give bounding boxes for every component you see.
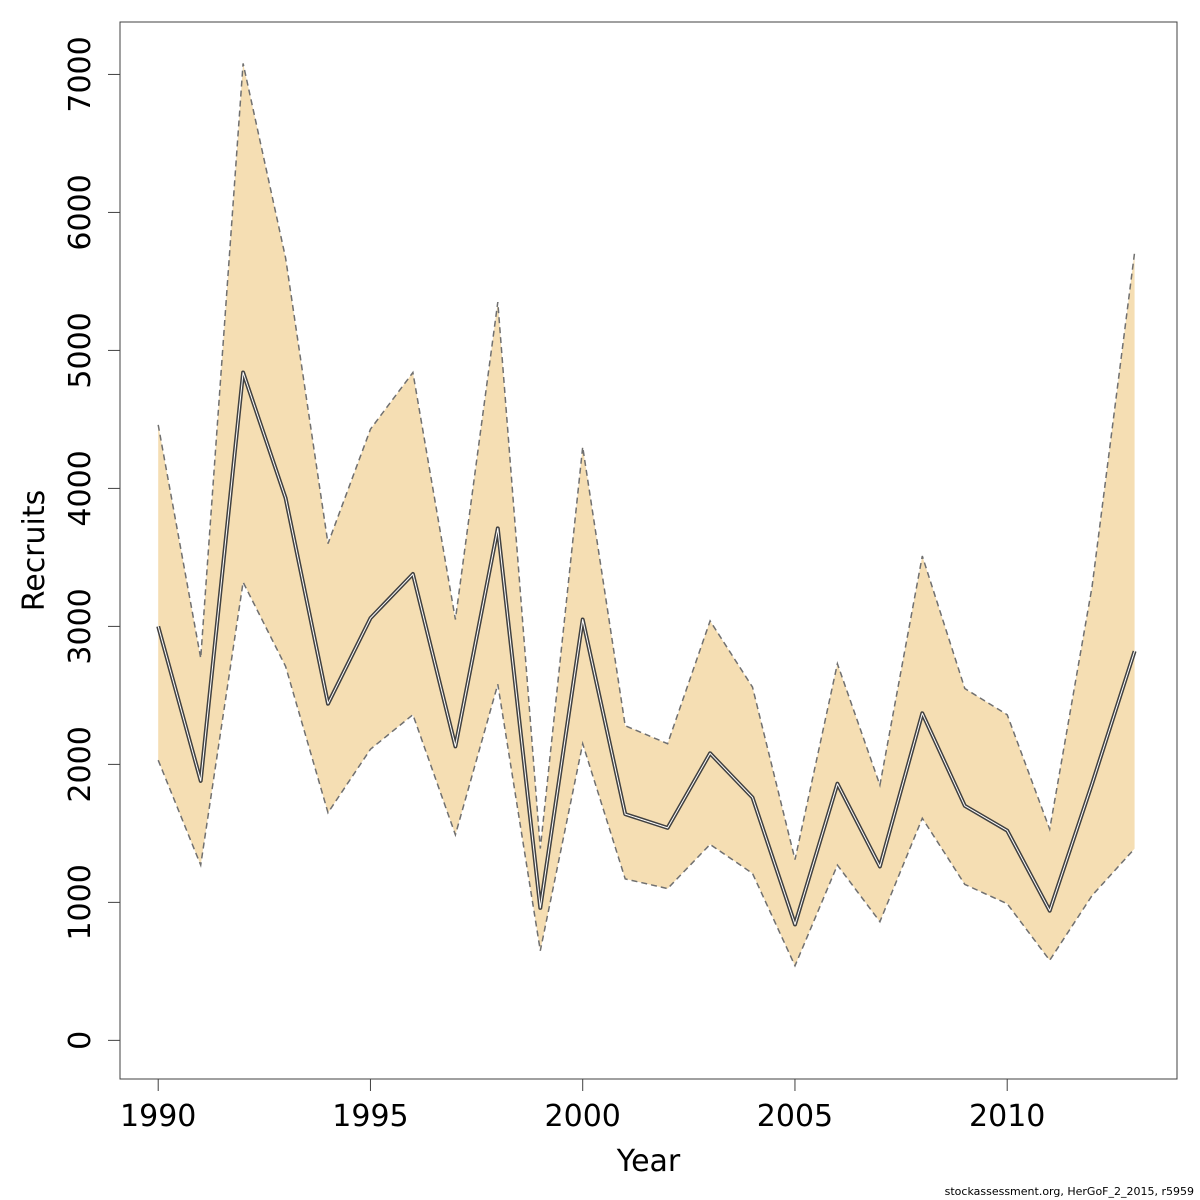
estimate-line-inner xyxy=(157,372,1136,925)
series-layer xyxy=(156,63,1137,968)
y-tick-label: 4000 xyxy=(63,450,98,526)
y-tick-label: 3000 xyxy=(63,588,98,664)
y-tick-label: 6000 xyxy=(63,174,98,250)
x-tick-label: 2010 xyxy=(969,1099,1045,1134)
upper-bound-line xyxy=(157,63,1136,860)
y-tick-label: 2000 xyxy=(63,726,98,802)
x-tick-label: 1995 xyxy=(332,1099,408,1134)
y-axis-title: Recruits xyxy=(17,490,52,612)
x-tick-label: 1990 xyxy=(120,1099,196,1134)
y-tick-label: 0 xyxy=(63,1031,98,1050)
confidence-band xyxy=(158,63,1135,966)
y-tick-label: 5000 xyxy=(63,312,98,388)
lower-bound-line xyxy=(157,579,1136,968)
y-tick-label: 1000 xyxy=(63,864,98,940)
x-tick-label: 2005 xyxy=(757,1099,833,1134)
x-axis-title: Year xyxy=(616,1144,681,1179)
x-tick-label: 2000 xyxy=(545,1099,621,1134)
axes: 1990 1995 2000 2005 2010 0 1000 2000 3000 4000 500… xyxy=(63,36,1045,1134)
footer-credit: stockassessment.org, HerGoF_2_2015, r595… xyxy=(944,1185,1194,1198)
confidence-band-layer xyxy=(158,63,1135,966)
y-tick-label: 7000 xyxy=(63,36,98,112)
